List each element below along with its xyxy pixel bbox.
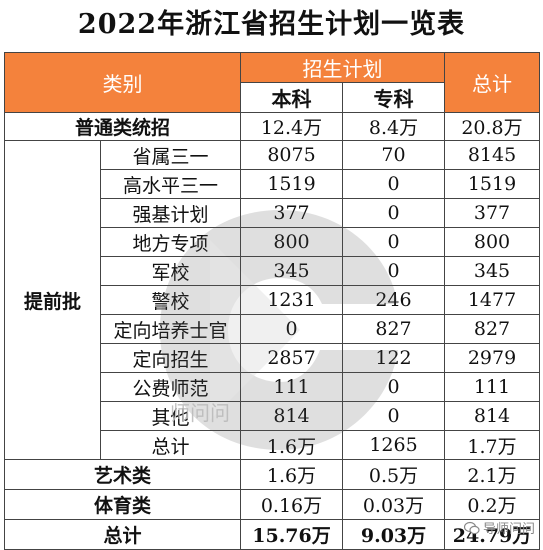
cell-benke: 1.6万 (240, 459, 343, 490)
cell-total: 1.7万 (444, 430, 540, 460)
table-row: 军校 345 0 345 (5, 256, 540, 286)
cell-zhuanke: 0.03万 (342, 489, 445, 520)
header-row: 类别 招生计划 总计 (4, 52, 540, 113)
cell-zhuanke: 0.5万 (342, 459, 445, 490)
brand-mark: 导师问问 (463, 518, 535, 537)
cell-zhuanke: 827 (342, 314, 445, 344)
row-label: 定向招生 (100, 343, 241, 373)
cell-zhuanke: 70 (342, 140, 445, 170)
cell-zhuanke: 8.4万 (342, 112, 445, 141)
cell-benke: 1231 (240, 285, 343, 315)
cell-zhuanke: 9.03万 (342, 519, 445, 550)
cell-zhuanke: 0 (342, 227, 445, 257)
header-zhuanke: 专科 (342, 82, 445, 113)
cell-total: 345 (444, 256, 540, 286)
cell-benke: 1.6万 (240, 430, 343, 460)
row-label: 军校 (100, 256, 241, 286)
cell-benke: 15.76万 (240, 519, 343, 550)
cell-benke: 8075 (240, 140, 343, 170)
cell-zhuanke: 0 (342, 401, 445, 431)
cell-benke: 345 (240, 256, 343, 286)
cell-zhuanke: 0 (342, 372, 445, 402)
table-row: 公费师范 111 0 111 (5, 372, 540, 402)
table-row: 总计 15.76万 9.03万 24.79万 (4, 519, 540, 550)
page-title: 2022年浙江省招生计划一览表 (77, 9, 466, 40)
row-label: 强基计划 (100, 198, 241, 228)
cell-benke: 2857 (240, 343, 343, 373)
watermark-text: 师问问 (170, 401, 230, 425)
cell-total: 1519 (444, 169, 540, 199)
table-row: 提前批 省属三一 8075 70 8145 (4, 140, 540, 460)
cell-benke: 0 (240, 314, 343, 344)
row-label: 高水平三一 (100, 169, 241, 199)
wechat-icon (463, 521, 480, 534)
cell-zhuanke: 0 (342, 198, 445, 228)
cell-benke: 0.16万 (240, 489, 343, 520)
row-label: 地方专项 (100, 227, 241, 257)
cell-total: 827 (444, 314, 540, 344)
cell-benke: 377 (240, 198, 343, 228)
header-plan: 招生计划 (240, 52, 445, 83)
cell-benke: 800 (240, 227, 343, 257)
table-row: 艺术类 1.6万 0.5万 2.1万 (4, 459, 540, 490)
cell-total: 0.2万 (444, 489, 540, 520)
cell-zhuanke: 0 (342, 256, 445, 286)
row-label: 总计 (100, 430, 241, 460)
row-label: 警校 (100, 285, 241, 315)
brand-label: 导师问问 (482, 522, 535, 537)
cell-total: 377 (444, 198, 540, 228)
header-category: 类别 (4, 52, 241, 113)
table-row: 普通类统招 12.4万 8.4万 20.8万 (4, 112, 540, 141)
row-label: 省属三一 (100, 140, 241, 170)
cell-benke: 1519 (240, 169, 343, 199)
row-label: 艺术类 (4, 459, 241, 490)
cell-total: 2979 (444, 343, 540, 373)
cell-total: 20.8万 (444, 112, 540, 141)
cell-benke: 814 (240, 401, 343, 431)
cell-zhuanke: 1265 (342, 430, 445, 460)
table-row: 定向培养士官 0 827 827 (5, 314, 540, 344)
subheader-row: 本科 专科 (5, 82, 540, 113)
plan-table: 类别 招生计划 总计 本科 专科 普通类统招 12.4万 8.4万 20.8万 … (4, 52, 540, 550)
table-row: 体育类 0.16万 0.03万 0.2万 (4, 489, 540, 520)
cell-benke: 12.4万 (240, 112, 343, 141)
cell-zhuanke: 246 (342, 285, 445, 315)
cell-total: 8145 (444, 140, 540, 170)
row-label: 体育类 (4, 489, 241, 520)
cell-total: 2.1万 (444, 459, 540, 490)
table-row: 高水平三一 1519 0 1519 (5, 169, 540, 199)
tiqian-label: 提前批 (4, 140, 101, 460)
cell-benke: 111 (240, 372, 343, 402)
cell-total: 111 (444, 372, 540, 402)
cell-total: 800 (444, 227, 540, 257)
cell-zhuanke: 122 (342, 343, 445, 373)
row-label: 总计 (4, 519, 241, 550)
row-label: 定向培养士官 (100, 314, 241, 344)
table-row: 强基计划 377 0 377 (5, 198, 540, 228)
cell-total: 1477 (444, 285, 540, 315)
cell-total: 814 (444, 401, 540, 431)
cell-zhuanke: 0 (342, 169, 445, 199)
row-label: 普通类统招 (4, 112, 241, 141)
header-total: 总计 (444, 52, 540, 113)
header-benke: 本科 (240, 82, 343, 113)
table-row: 总计 1.6万 1265 1.7万 (5, 430, 540, 460)
